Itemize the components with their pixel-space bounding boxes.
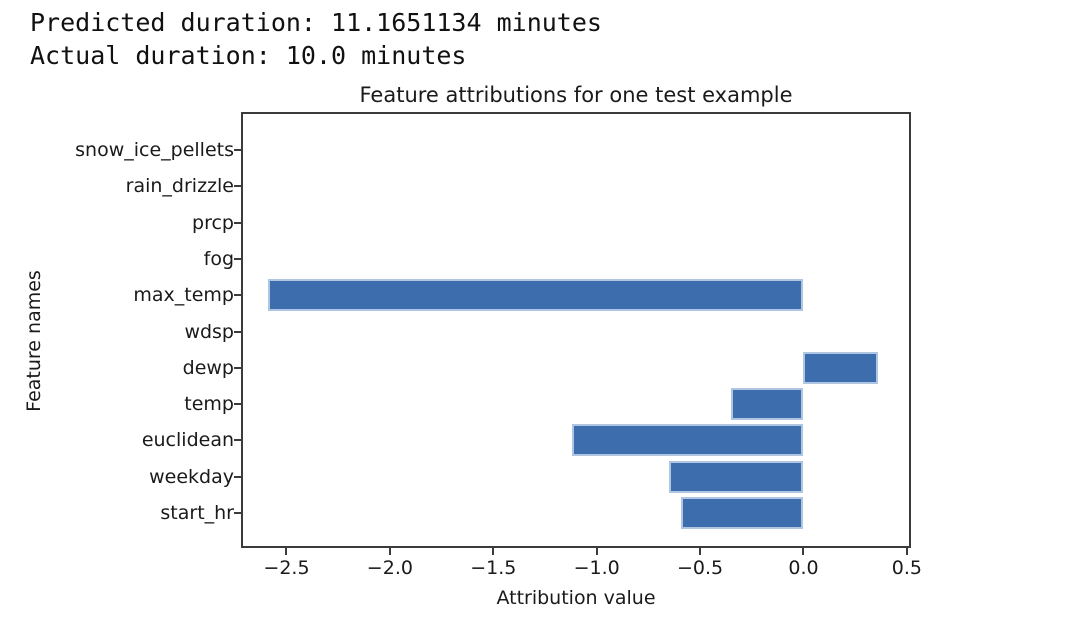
bar-dewp: [803, 351, 878, 384]
y-tick-mark: [234, 512, 241, 514]
y-tick-label-rain_drizzle: rain_drizzle: [125, 175, 234, 198]
y-tick-mark: [234, 403, 241, 406]
y-tick-mark: [234, 475, 241, 478]
x-tick-mark: [285, 548, 288, 555]
actual-duration-line: Actual duration: 10.0 minutes: [30, 41, 467, 70]
y-tick-label-prcp: prcp: [192, 211, 234, 234]
x-tick-label-−2.0: −2.0: [366, 557, 413, 579]
x-tick-label-−1.0: −1.0: [573, 557, 620, 579]
y-tick-label-fog: fog: [203, 247, 234, 270]
duration-text-block: Predicted duration: 11.1651134 minutes A…: [30, 6, 602, 72]
y-tick-label-weekday: weekday: [149, 465, 234, 488]
y-tick-mark: [234, 439, 241, 442]
x-tick-mark: [388, 548, 391, 555]
y-tick-label-temp: temp: [184, 393, 234, 416]
bar-temp: [731, 388, 804, 421]
x-tick-mark: [699, 548, 702, 555]
y-tick-mark: [234, 257, 241, 260]
plot-area: [241, 112, 911, 548]
x-tick-mark: [802, 548, 805, 555]
bar-start_hr: [681, 497, 804, 529]
bar-euclidean: [571, 424, 804, 457]
bar-weekday: [669, 460, 804, 493]
y-tick-label-euclidean: euclidean: [141, 429, 234, 452]
y-tick-mark: [234, 149, 241, 151]
x-tick-label-−2.5: −2.5: [263, 557, 310, 579]
y-tick-mark: [234, 330, 241, 333]
y-tick-mark: [234, 185, 241, 188]
y-tick-label-start_hr: start_hr: [160, 502, 234, 524]
y-tick-mark: [234, 221, 241, 224]
x-tick-label-0.5: 0.5: [891, 557, 922, 579]
y-axis-label: Feature names: [23, 270, 45, 412]
x-tick-mark: [595, 548, 598, 555]
x-tick-label-−0.5: −0.5: [676, 557, 724, 579]
y-tick-mark: [234, 366, 241, 369]
y-tick-mark: [234, 294, 241, 297]
x-tick-mark: [905, 548, 908, 555]
x-tick-label-0.0: 0.0: [788, 557, 819, 579]
y-tick-label-snow_ice_pellets: snow_ice_pellets: [75, 139, 234, 161]
bar-max_temp: [267, 279, 804, 312]
y-tick-label-max_temp: max_temp: [133, 284, 234, 307]
x-tick-label-−1.5: −1.5: [470, 557, 517, 579]
chart-title: Feature attributions for one test exampl…: [359, 83, 793, 107]
y-tick-label-dewp: dewp: [182, 356, 234, 379]
predicted-duration-line: Predicted duration: 11.1651134 minutes: [30, 8, 602, 37]
x-axis-label: Attribution value: [496, 587, 656, 609]
y-tick-label-wdsp: wdsp: [184, 320, 234, 343]
x-tick-mark: [492, 548, 495, 555]
